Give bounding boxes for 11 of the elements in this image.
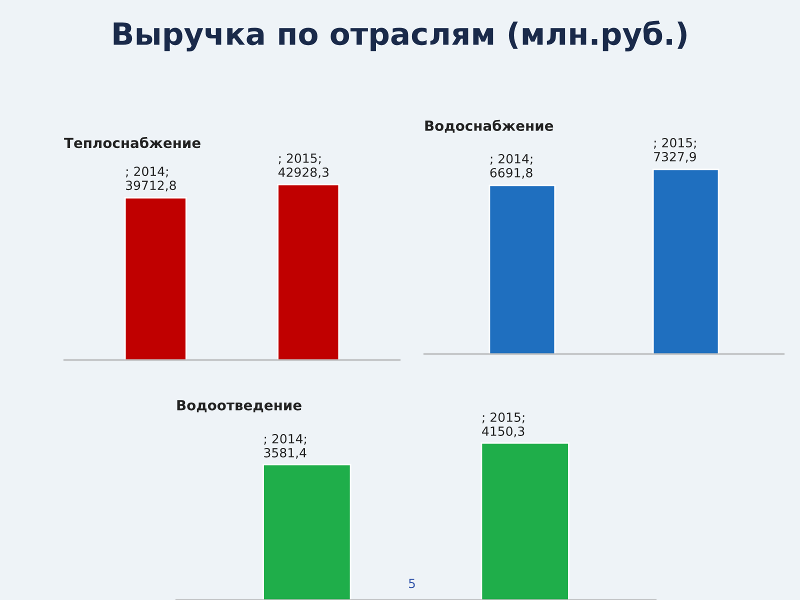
- chart-subtitle: Теплоснабжение: [64, 136, 200, 148]
- data-label: ; 2014; 39712,8: [126, 166, 176, 192]
- chart-subtitle: Водоснабжение: [425, 120, 554, 133]
- annotation: 5: [408, 578, 415, 588]
- data-label: ; 2014; 3581,4: [264, 434, 306, 459]
- data-label: ; 2015; 7327,9: [654, 138, 696, 163]
- data-label: ; 2015; 42928,3: [278, 153, 329, 178]
- chart-title: Выручка по отраслям (млн.руб.): [114, 20, 686, 52]
- data-label: ; 2015; 4150,3: [482, 412, 524, 438]
- chart-subtitle: Водоотведение: [177, 400, 302, 412]
- data-label: ; 2014; 6691,8: [490, 154, 532, 179]
